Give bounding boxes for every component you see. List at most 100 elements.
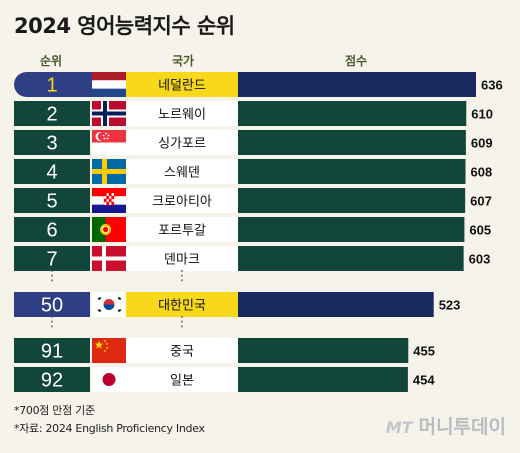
flag-star-small	[103, 349, 107, 353]
chart-row: 6 포르투갈 605	[14, 217, 491, 242]
logo-text: 머니투데이	[418, 416, 506, 438]
chart-row: 2 노르웨이 610	[14, 101, 493, 126]
flag-sun	[102, 373, 116, 386]
rank-number: 5	[46, 191, 57, 213]
score-value: 454	[413, 373, 435, 388]
score-bar	[238, 338, 409, 363]
japan-flag	[92, 367, 126, 392]
rank-box-fill	[54, 72, 94, 97]
chart-row: 91 중국 455	[14, 338, 435, 363]
flag-trigram	[117, 308, 122, 313]
rank-number: 6	[46, 220, 57, 242]
country-label-bg	[126, 130, 238, 155]
score-bar	[238, 367, 408, 392]
chart-row: 4 스웨덴 608	[14, 159, 492, 184]
gap-marker-country: ⋮	[175, 268, 189, 284]
country-label-bg	[126, 188, 238, 213]
flag-star-small	[105, 342, 109, 346]
china-flag	[92, 338, 126, 363]
flag-shield	[102, 226, 109, 233]
score-value: 603	[469, 252, 491, 267]
rank-number: 92	[41, 370, 63, 392]
flag-cross-inner	[92, 111, 126, 116]
score-value: 523	[439, 298, 461, 313]
flag-star-small	[105, 346, 109, 350]
flag-stripe	[92, 142, 126, 155]
flag-checker	[111, 198, 115, 203]
score-bar	[238, 130, 466, 155]
flag-stripe	[92, 88, 126, 97]
score-header: 점수	[345, 54, 368, 68]
country-label: 노르웨이	[158, 108, 206, 123]
score-value: 609	[471, 136, 493, 151]
flag-trigram	[97, 296, 102, 301]
flag-field	[92, 338, 126, 363]
country-label: 네덜란드	[158, 79, 206, 94]
rank-box	[14, 159, 90, 184]
chart-row: 50 대한민국 523	[14, 292, 460, 317]
flag-checker	[103, 201, 107, 206]
flag-checker	[106, 192, 110, 197]
flag-star	[103, 137, 106, 140]
flag-checker	[111, 192, 115, 197]
footnote-source: *자료: 2024 English Proficiency Index	[14, 422, 205, 435]
rank-box	[14, 188, 90, 213]
score-value: 605	[469, 223, 491, 238]
chart-row: 3 싱가포르 609	[14, 130, 493, 155]
footnote-scale: *700점 만점 기준	[14, 404, 95, 417]
flag-checker	[111, 195, 115, 200]
portugal-flag	[92, 217, 126, 242]
korea-flag	[92, 292, 126, 317]
score-bar	[238, 292, 434, 317]
country-label: 크로아티아	[152, 195, 212, 210]
flag-star	[102, 134, 105, 137]
score-value: 608	[471, 165, 493, 180]
rank-number: 2	[46, 104, 57, 126]
logo-mark: MT	[385, 418, 413, 437]
rank-box	[14, 246, 90, 271]
country-label-bg	[126, 101, 238, 126]
flag-star	[106, 137, 109, 140]
score-value: 610	[471, 107, 493, 122]
rank-number: 7	[46, 249, 57, 271]
score-bar	[238, 101, 467, 126]
chart-row: 92 일본 454	[14, 367, 435, 392]
flag-checker	[111, 201, 115, 206]
mt-logo: MT 머니투데이	[386, 412, 506, 439]
flag-checker	[106, 198, 110, 203]
flag-stripe	[92, 80, 126, 89]
chart-row: 5 크로아티아 607	[14, 188, 492, 213]
country-label: 중국	[170, 345, 194, 360]
flag-checker	[108, 201, 112, 206]
gap-marker-country: ⋮	[175, 314, 189, 330]
croatia-flag	[92, 188, 126, 213]
flag-stripe	[92, 204, 126, 213]
rank-box	[14, 130, 90, 155]
norway-flag	[92, 101, 126, 126]
flag-checker	[103, 195, 107, 200]
flag-green	[92, 217, 106, 242]
flag-star	[94, 340, 104, 349]
country-label-bg	[126, 159, 238, 184]
flag-cross	[92, 256, 126, 261]
score-bar	[238, 159, 466, 184]
country-label: 일본	[170, 374, 194, 389]
flag-trigram	[97, 308, 102, 313]
flag-star	[107, 134, 110, 137]
flag-checker	[108, 192, 112, 197]
rank-box	[14, 292, 90, 317]
chart-title: 2024 영어능력지수 순위	[14, 14, 235, 38]
flag-checker	[103, 192, 107, 197]
country-label-bg	[126, 217, 238, 242]
rank-number: 3	[46, 133, 57, 155]
country-header: 국가	[172, 54, 195, 68]
flag-checker	[103, 198, 107, 203]
rank-box	[14, 338, 90, 363]
score-bar	[238, 217, 465, 242]
country-label-bg	[126, 338, 238, 363]
rank-number: 50	[41, 295, 63, 317]
score-value: 636	[481, 78, 503, 93]
chart-row: 1 네덜란드 636	[14, 72, 503, 97]
rank-number: 91	[41, 341, 63, 363]
